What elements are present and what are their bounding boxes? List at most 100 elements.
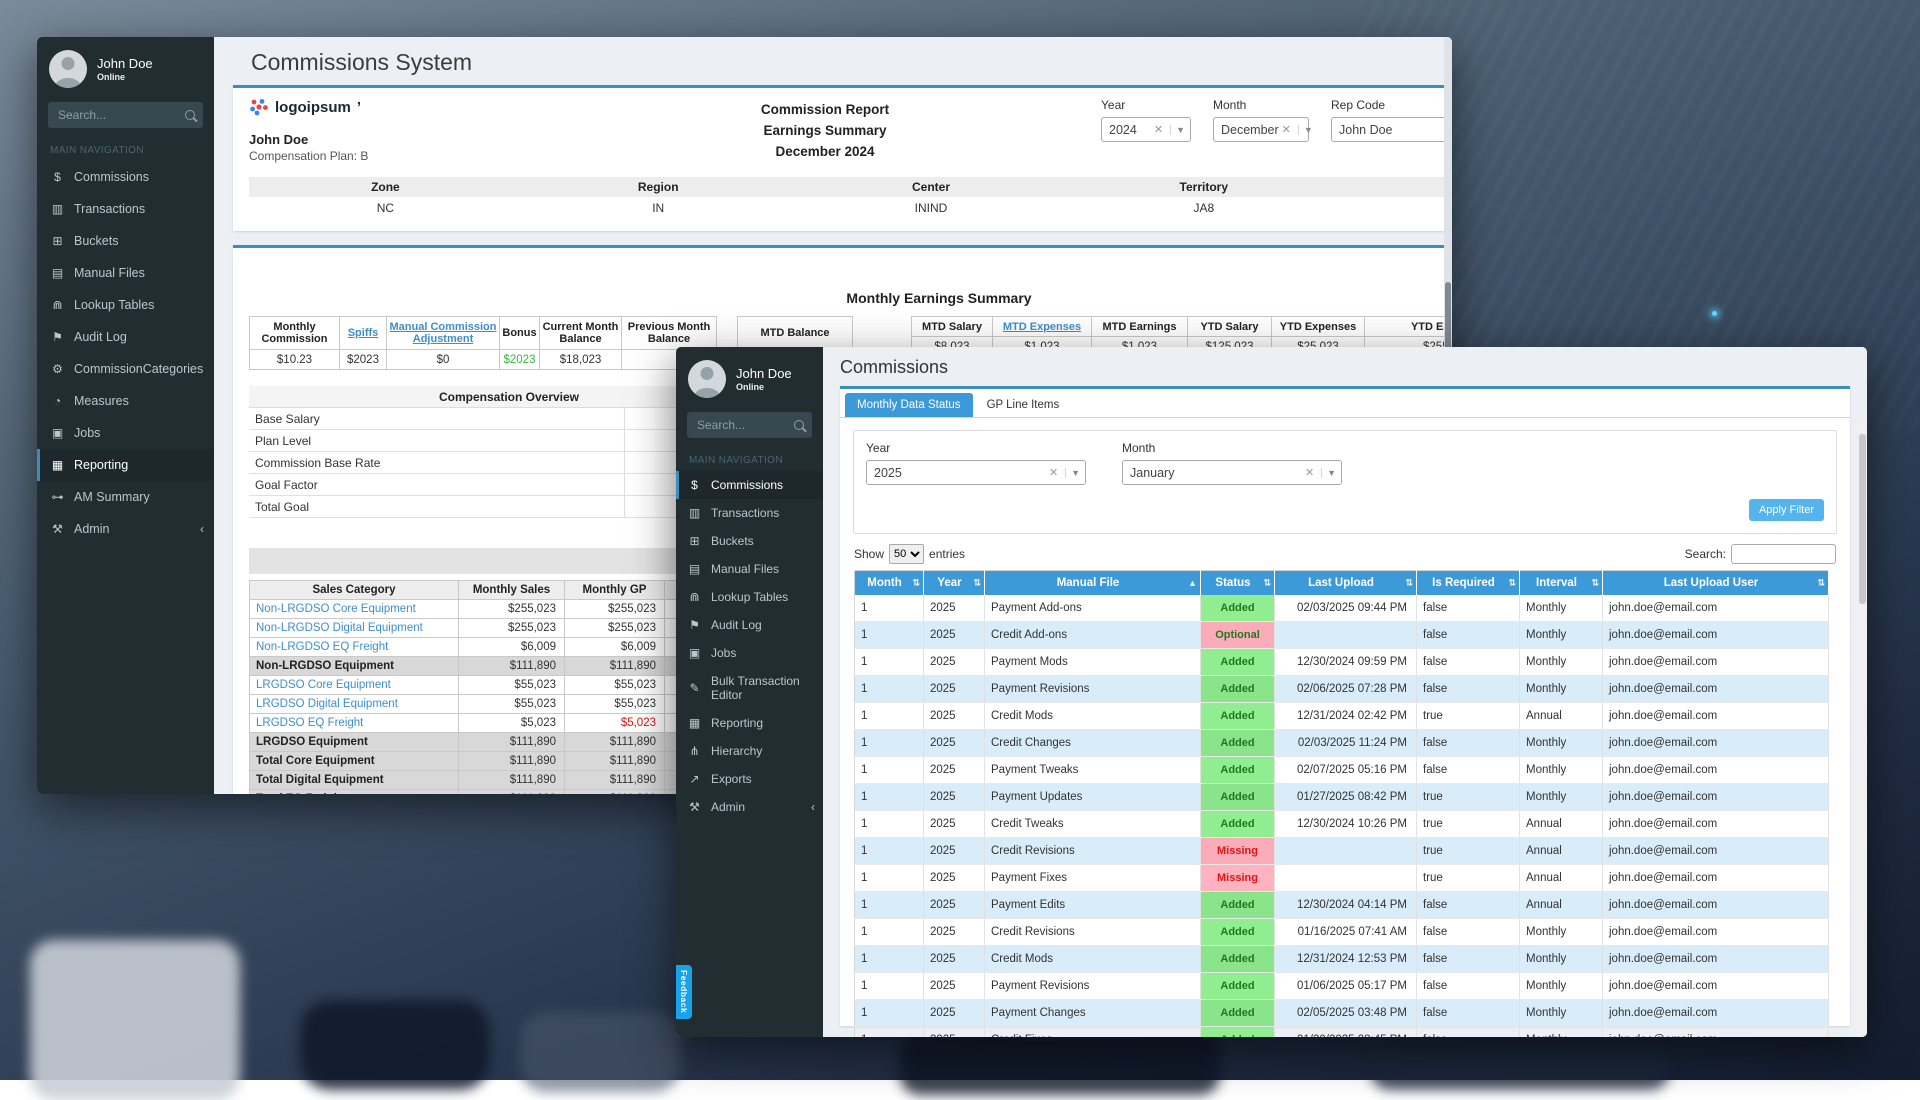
cell-manual-file: Payment Mods (985, 649, 1201, 676)
sidebar-item-manual-files[interactable]: ▤Manual Files (676, 555, 823, 583)
sidebar-item-buckets[interactable]: ⊞Buckets (37, 225, 214, 257)
cell-manual-file: Credit Changes (985, 730, 1201, 757)
sidebar-item-commissioncategories[interactable]: ⚙CommissionCategories (37, 353, 214, 385)
cell-status: Added (1201, 649, 1275, 676)
background-van (30, 940, 240, 1100)
year-select[interactable]: 2025 ✕ ▼ (866, 460, 1086, 485)
sidebar-item-admin[interactable]: ⚒Admin‹ (676, 793, 823, 821)
background-car (1370, 1040, 1670, 1090)
cell-interval: Annual (1520, 892, 1603, 919)
cell-last-upload-user: john.doe@email.com (1603, 649, 1829, 676)
background-car (520, 1012, 680, 1092)
sidebar-item-label: Transactions (711, 506, 779, 520)
tab-monthly-data-status[interactable]: Monthly Data Status (845, 393, 973, 417)
sidebar-item-bulk-transaction-editor[interactable]: ✎Bulk Transaction Editor (676, 667, 823, 709)
column-header-year[interactable]: Year⇅ (924, 571, 985, 596)
sales-category[interactable]: LRGDSO Core Equipment (250, 676, 459, 695)
sidebar-item-lookup-tables[interactable]: ⋒Lookup Tables (676, 583, 823, 611)
sidebar-item-transactions[interactable]: ▥ Transactions (676, 499, 823, 527)
sidebar-item-label: Buckets (74, 234, 118, 248)
sidebar-item-transactions[interactable]: ▥Transactions (37, 193, 214, 225)
sidebar-item-audit-log[interactable]: ⚑Audit Log (37, 321, 214, 353)
sales-monthly-sales: $6,009 (459, 638, 565, 657)
sidebar-item-lookup-tables[interactable]: ⋒Lookup Tables (37, 289, 214, 321)
scrollbar-thumb[interactable] (1445, 282, 1451, 352)
sidebar-item-reporting[interactable]: ▦Reporting (37, 449, 214, 481)
clear-icon[interactable]: ✕ (1279, 123, 1294, 136)
status-card: Monthly Data Status GP Line Items Year 2… (840, 386, 1850, 1026)
sidebar-item-manual-files[interactable]: ▤Manual Files (37, 257, 214, 289)
status-badge: Added (1201, 919, 1274, 945)
sidebar-item-jobs[interactable]: ▣Jobs (37, 417, 214, 449)
sidebar-item-buckets[interactable]: ⊞Buckets (676, 527, 823, 555)
search-icon[interactable] (794, 420, 804, 430)
transactions-icon: ▥ (687, 506, 702, 520)
table-icon: ▦ (50, 458, 65, 472)
column-header-manual-file[interactable]: Manual File▲ (985, 571, 1201, 596)
apply-filter-button[interactable]: Apply Filter (1749, 499, 1824, 521)
earnings-table: Monthly CommissionSpiffsManual Commissio… (249, 316, 717, 370)
clear-icon[interactable]: ✕ (1302, 466, 1317, 479)
column-header-last-upload-user[interactable]: Last Upload User⇅ (1603, 571, 1829, 596)
sales-monthly-sales: $111,890 (459, 657, 565, 676)
cell-status: Added (1201, 676, 1275, 703)
cell-month: 1 (855, 1027, 924, 1038)
earnings-header-mtd-expenses[interactable]: MTD Expenses (993, 317, 1092, 337)
sales-category[interactable]: LRGDSO Digital Equipment (250, 695, 459, 714)
table-search-input[interactable] (1731, 544, 1836, 564)
sales-monthly-sales: $55,023 (459, 695, 565, 714)
column-header-month[interactable]: Month⇅ (855, 571, 924, 596)
month-select[interactable]: December ✕ ▼ (1213, 117, 1309, 142)
earnings-header-mtd-balance: MTD Balance (738, 317, 853, 350)
clear-icon[interactable]: ✕ (1151, 123, 1166, 136)
earnings-header-manual-commission-adjustment[interactable]: Manual Commission Adjustment (387, 317, 500, 350)
sidebar-search-input[interactable] (695, 417, 788, 433)
tab-gp-line-items[interactable]: GP Line Items (975, 393, 1072, 417)
cell-is-required: true (1417, 838, 1520, 865)
sidebar-item-admin[interactable]: ⚒Admin‹ (37, 513, 214, 545)
sales-category[interactable]: LRGDSO EQ Freight (250, 714, 459, 733)
earnings-header-spiffs[interactable]: Spiffs (340, 317, 387, 350)
column-header-interval[interactable]: Interval⇅ (1520, 571, 1603, 596)
sidebar-search-input[interactable] (56, 107, 179, 123)
column-header-status[interactable]: Status⇅ (1201, 571, 1275, 596)
status-badge: Added (1201, 595, 1274, 621)
sidebar-item-jobs[interactable]: ▣Jobs (676, 639, 823, 667)
feedback-tab[interactable]: Feedback (676, 965, 692, 1019)
chevron-down-icon: ▼ (1065, 468, 1080, 478)
column-header-is-required[interactable]: Is Required⇅ (1417, 571, 1520, 596)
sales-category[interactable]: Non-LRGDSO Core Equipment (250, 600, 459, 619)
sidebar-item-am-summary[interactable]: ⊶AM Summary (37, 481, 214, 513)
sidebar-item-commissions[interactable]: $Commissions (676, 471, 823, 499)
table-row: 12025Payment RevisionsAdded02/06/2025 07… (855, 676, 1829, 703)
sales-monthly-gp: $255,023 (565, 619, 665, 638)
sidebar-item-audit-log[interactable]: ⚑Audit Log (676, 611, 823, 639)
column-header-last-upload[interactable]: Last Upload⇅ (1275, 571, 1417, 596)
entries-select[interactable]: 50 (889, 544, 924, 564)
sidebar-item-label: Manual Files (74, 266, 145, 280)
cell-month: 1 (855, 676, 924, 703)
sidebar-item-commissions[interactable]: $Commissions (37, 161, 214, 193)
sales-category[interactable]: Non-LRGDSO Digital Equipment (250, 619, 459, 638)
cell-year: 2025 (924, 946, 985, 973)
cell-last-upload: 12/30/2024 10:26 PM (1275, 811, 1417, 838)
sidebar-item-hierarchy[interactable]: ⋔Hierarchy (676, 737, 823, 765)
year-select[interactable]: 2024 ✕ ▼ (1101, 117, 1191, 142)
cell-year: 2025 (924, 838, 985, 865)
sidebar-item-measures[interactable]: ◔Measures (37, 385, 214, 417)
cell-manual-file: Credit Mods (985, 946, 1201, 973)
sort-both-icon: ⇅ (1817, 578, 1825, 589)
scrollbar-thumb[interactable] (1859, 434, 1866, 604)
search-icon[interactable] (185, 110, 195, 120)
scrollbar[interactable] (1858, 422, 1867, 1037)
cell-last-upload-user: john.doe@email.com (1603, 757, 1829, 784)
sidebar-item-exports[interactable]: ↗Exports (676, 765, 823, 793)
cell-year: 2025 (924, 757, 985, 784)
sidebar-item-reporting[interactable]: ▦Reporting (676, 709, 823, 737)
info-header-row: ZoneRegionCenterTerritoryStart Date (249, 177, 1452, 197)
info-value-row: NCINININDJA89/1/2022 (249, 197, 1452, 219)
month-select[interactable]: January ✕ ▼ (1122, 460, 1342, 485)
sales-category[interactable]: Non-LRGDSO EQ Freight (250, 638, 459, 657)
rep-code-select[interactable]: John Doe ✕ ▼ (1331, 117, 1452, 142)
clear-icon[interactable]: ✕ (1046, 466, 1061, 479)
